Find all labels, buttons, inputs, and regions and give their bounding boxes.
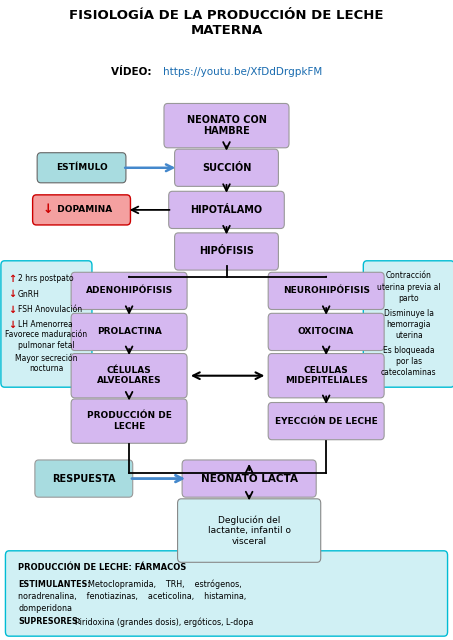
Text: LH Amenorrea: LH Amenorrea <box>18 320 73 330</box>
FancyBboxPatch shape <box>37 153 126 183</box>
Text: PRODUCCIÓN DE
LECHE: PRODUCCIÓN DE LECHE <box>87 412 172 431</box>
Text: ↑: ↑ <box>8 274 16 284</box>
FancyBboxPatch shape <box>268 403 384 440</box>
Text: DOPAMINA: DOPAMINA <box>51 205 112 214</box>
FancyBboxPatch shape <box>363 260 453 387</box>
Text: Mayor secreción
nocturna: Mayor secreción nocturna <box>15 353 77 373</box>
Text: CELULAS
MIDEPITELIALES: CELULAS MIDEPITELIALES <box>285 366 367 385</box>
Text: ESTIMULANTES:: ESTIMULANTES: <box>18 580 91 589</box>
Text: 2 hrs postpato: 2 hrs postpato <box>18 275 74 284</box>
Text: ↓: ↓ <box>43 204 53 216</box>
Text: EYECCIÓN DE LECHE: EYECCIÓN DE LECHE <box>275 417 377 426</box>
Text: Deglución del
lactante, infantil o
visceral: Deglución del lactante, infantil o visce… <box>207 515 291 546</box>
Text: Metoclopramida,    TRH,    estrógenos,: Metoclopramida, TRH, estrógenos, <box>88 580 242 589</box>
Text: FISIOLOGÍA DE LA PRODUCCIÓN DE LECHE
MATERNA: FISIOLOGÍA DE LA PRODUCCIÓN DE LECHE MAT… <box>69 9 384 37</box>
Text: SUPRESORES:: SUPRESORES: <box>18 617 81 626</box>
FancyBboxPatch shape <box>164 104 289 148</box>
Text: PRODUCCIÓN DE LECHE: FÁRMACOS: PRODUCCIÓN DE LECHE: FÁRMACOS <box>18 563 186 572</box>
Text: FSH Anovulación: FSH Anovulación <box>18 305 82 314</box>
FancyBboxPatch shape <box>71 353 187 398</box>
FancyBboxPatch shape <box>35 460 133 497</box>
Text: ADENOHIPÓFISIS: ADENOHIPÓFISIS <box>86 286 173 296</box>
Text: ESTÍMULO: ESTÍMULO <box>56 163 107 172</box>
FancyBboxPatch shape <box>71 399 187 444</box>
Text: Disminuye la
hemorragia
uterina: Disminuye la hemorragia uterina <box>384 308 434 340</box>
Text: NEONATO CON
HAMBRE: NEONATO CON HAMBRE <box>187 115 266 136</box>
FancyBboxPatch shape <box>268 353 384 398</box>
Text: NEUROHIPÓFISIS: NEUROHIPÓFISIS <box>283 286 370 296</box>
Text: HIPÓFISIS: HIPÓFISIS <box>199 246 254 257</box>
Text: CÉLULAS
ALVEOLARES: CÉLULAS ALVEOLARES <box>97 366 161 385</box>
Text: HIPOTÁLAMO: HIPOTÁLAMO <box>190 205 263 215</box>
FancyBboxPatch shape <box>33 195 130 225</box>
Text: OXITOCINA: OXITOCINA <box>298 328 354 337</box>
Text: Piridoxina (grandes dosis), ergóticos, L-dopa: Piridoxina (grandes dosis), ergóticos, L… <box>75 617 253 627</box>
Text: domperidona: domperidona <box>18 604 72 613</box>
Text: Contracción
uterina previa al
parto: Contracción uterina previa al parto <box>377 271 441 303</box>
FancyBboxPatch shape <box>169 191 284 228</box>
Text: PROLACTINA: PROLACTINA <box>96 328 162 337</box>
FancyBboxPatch shape <box>268 272 384 310</box>
Text: ↓: ↓ <box>8 289 16 299</box>
Text: SUCCIÓN: SUCCIÓN <box>202 163 251 173</box>
Text: RESPUESTA: RESPUESTA <box>52 474 116 484</box>
Text: NEONATO LACTA: NEONATO LACTA <box>201 474 298 484</box>
FancyBboxPatch shape <box>268 314 384 351</box>
FancyBboxPatch shape <box>182 460 316 497</box>
Text: https://youtu.be/XfDdDrgpkFM: https://youtu.be/XfDdDrgpkFM <box>163 67 323 77</box>
FancyBboxPatch shape <box>5 551 448 636</box>
Text: GnRH: GnRH <box>18 290 40 299</box>
FancyBboxPatch shape <box>1 260 92 387</box>
FancyBboxPatch shape <box>174 149 279 186</box>
FancyBboxPatch shape <box>71 314 187 351</box>
Text: Favorece maduración
pulmonar fetal: Favorece maduración pulmonar fetal <box>5 330 87 350</box>
Text: noradrenalina,    fenotiazinas,    aceticolina,    histamina,: noradrenalina, fenotiazinas, aceticolina… <box>18 592 246 601</box>
FancyBboxPatch shape <box>178 499 321 563</box>
Text: ↓: ↓ <box>8 320 16 330</box>
FancyBboxPatch shape <box>71 272 187 310</box>
Text: ↓: ↓ <box>8 305 16 314</box>
FancyBboxPatch shape <box>174 233 279 270</box>
Text: Es bloqueada
por las
catecolaminas: Es bloqueada por las catecolaminas <box>381 346 437 377</box>
Text: VÍDEO:: VÍDEO: <box>111 67 159 77</box>
